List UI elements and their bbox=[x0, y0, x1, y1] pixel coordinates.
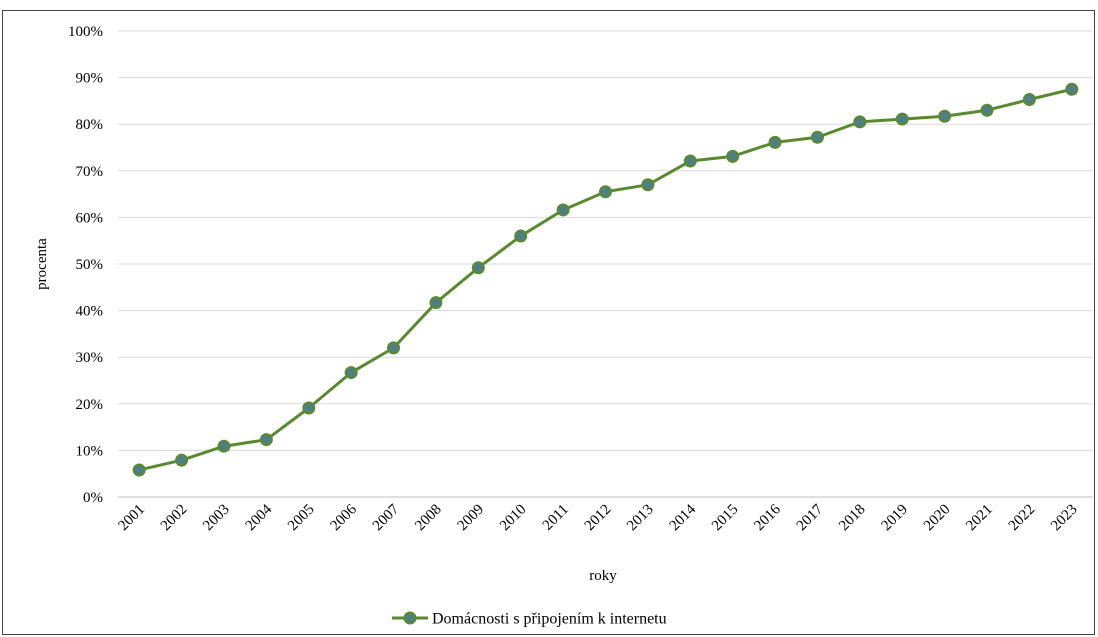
x-tick-label: 2011 bbox=[540, 502, 572, 534]
x-tick-label: 2004 bbox=[243, 501, 276, 534]
data-point bbox=[217, 439, 231, 453]
legend-label: Domácnosti s připojením k internetu bbox=[432, 611, 667, 628]
y-tick-label: 70% bbox=[76, 164, 104, 180]
x-tick-label: 2012 bbox=[582, 502, 615, 535]
y-tick-label: 0% bbox=[83, 490, 103, 506]
data-point bbox=[810, 130, 824, 144]
series-line bbox=[138, 87, 1073, 472]
data-point bbox=[768, 135, 782, 149]
x-axis-title: roky bbox=[589, 568, 617, 584]
data-point bbox=[556, 203, 570, 217]
data-point bbox=[471, 261, 485, 275]
y-tick-label: 20% bbox=[76, 397, 104, 413]
x-tick-label: 2006 bbox=[327, 501, 360, 534]
legend: Domácnosti s připojením k internetu bbox=[392, 611, 667, 628]
y-tick-label: 90% bbox=[76, 71, 104, 87]
y-tick-label: 80% bbox=[76, 117, 104, 133]
data-point bbox=[1022, 93, 1036, 107]
data-point bbox=[175, 453, 189, 467]
x-tick-label: 2023 bbox=[1048, 502, 1081, 535]
data-point bbox=[980, 103, 994, 117]
series-points bbox=[132, 82, 1079, 477]
data-point bbox=[387, 341, 401, 355]
data-point bbox=[429, 296, 443, 310]
x-tick-label: 2022 bbox=[1006, 502, 1039, 535]
data-point bbox=[132, 463, 146, 477]
data-point bbox=[726, 149, 740, 163]
x-tick-label: 2005 bbox=[285, 502, 318, 535]
x-tick-label: 2008 bbox=[412, 502, 445, 535]
chart-frame bbox=[2, 10, 1095, 635]
x-tick-label: 2019 bbox=[879, 502, 912, 535]
x-tick-label: 2007 bbox=[370, 501, 403, 534]
data-point bbox=[1065, 82, 1079, 96]
y-tick-label: 10% bbox=[76, 443, 104, 459]
y-axis-ticks: 0% 10% 20% 30% 40% 50% 60% 70% 80% 90% 100% bbox=[68, 24, 103, 506]
gridlines bbox=[118, 30, 1093, 498]
data-point bbox=[514, 229, 528, 243]
y-tick-label: 40% bbox=[76, 304, 104, 320]
x-tick-label: 2018 bbox=[836, 502, 869, 535]
data-point bbox=[599, 185, 612, 199]
x-tick-label: 2002 bbox=[158, 502, 191, 535]
y-tick-label: 100% bbox=[68, 24, 103, 40]
x-tick-label: 2009 bbox=[455, 502, 488, 535]
x-tick-label: 2010 bbox=[497, 502, 530, 535]
x-tick-label: 2013 bbox=[624, 502, 657, 535]
y-tick-label: 30% bbox=[76, 350, 104, 366]
data-point bbox=[259, 433, 273, 447]
data-point bbox=[938, 109, 952, 123]
y-axis-title: procenta bbox=[34, 238, 50, 290]
x-tick-label: 2001 bbox=[115, 502, 148, 535]
data-point bbox=[895, 112, 909, 126]
x-tick-label: 2014 bbox=[667, 501, 700, 534]
data-point bbox=[683, 154, 697, 168]
x-tick-label: 2016 bbox=[751, 501, 784, 534]
y-tick-label: 60% bbox=[76, 210, 104, 226]
data-point bbox=[853, 115, 867, 129]
series-line-layer bbox=[138, 87, 1073, 472]
data-point bbox=[302, 401, 316, 415]
legend-marker-swatch bbox=[403, 611, 417, 625]
data-point bbox=[641, 178, 655, 192]
x-tick-label: 2017 bbox=[794, 501, 827, 534]
y-tick-label: 50% bbox=[76, 257, 104, 273]
x-tick-label: 2021 bbox=[963, 502, 996, 535]
x-tick-label: 2020 bbox=[921, 502, 954, 535]
data-point bbox=[344, 366, 358, 380]
x-tick-label: 2015 bbox=[709, 502, 742, 535]
x-tick-label: 2003 bbox=[200, 502, 233, 535]
x-axis-ticks: 2001 2002 2003 2004 2005 2006 2007 2008 2009 2010… bbox=[115, 501, 1080, 534]
